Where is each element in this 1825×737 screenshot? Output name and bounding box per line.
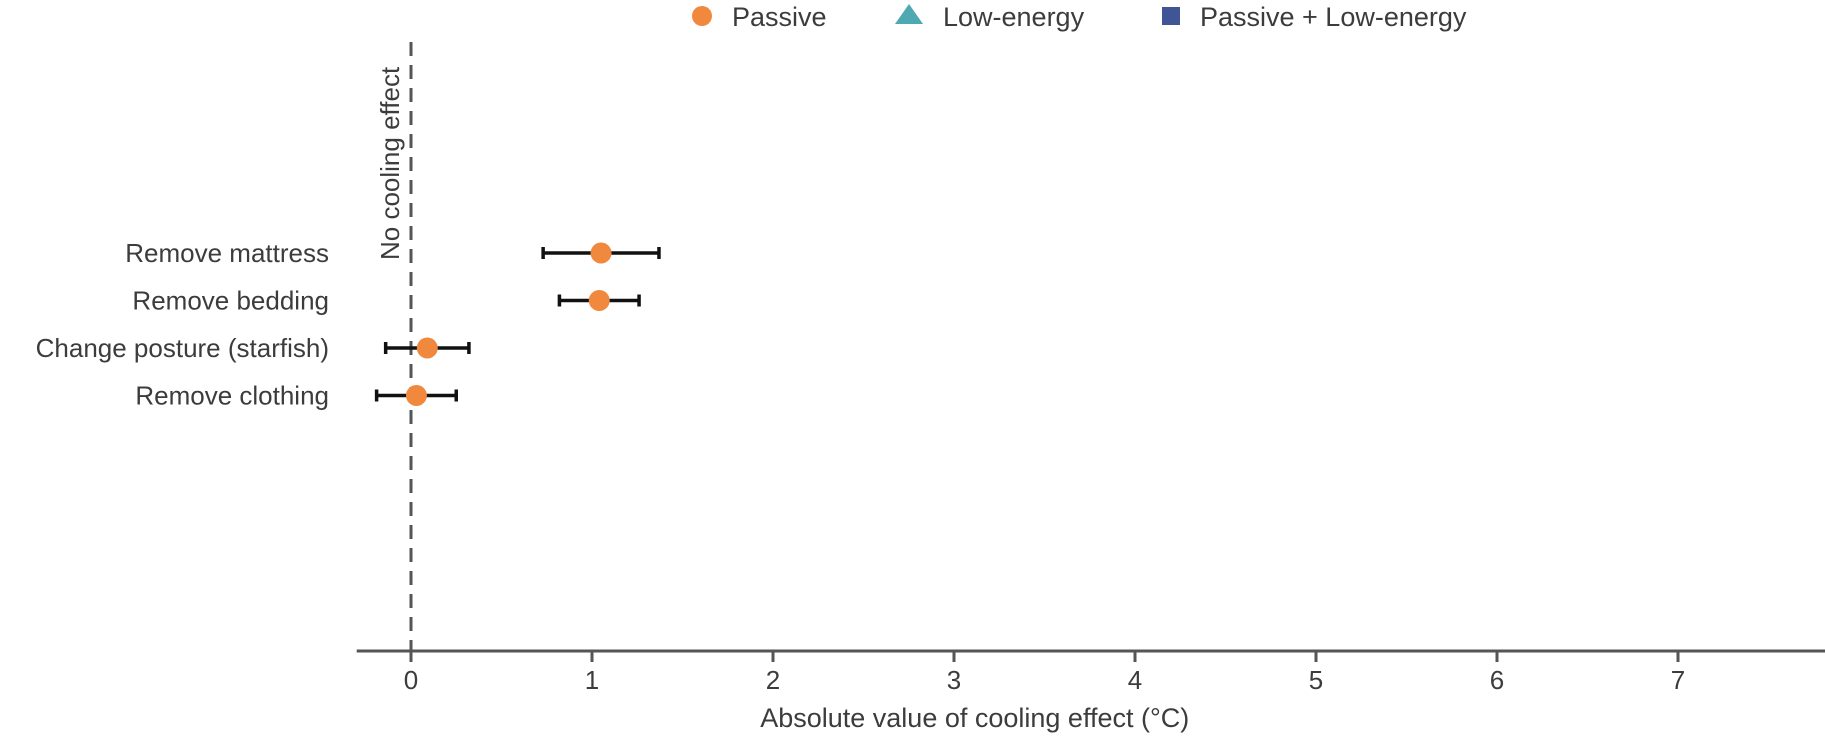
category-labels: Remove mattress Remove bedding Change post…: [36, 238, 329, 411]
legend-label-passive-low-energy: Passive + Low-energy: [1200, 2, 1467, 32]
x-tick-label: 0: [404, 665, 418, 695]
legend-marker-passive-low-energy: [1162, 7, 1180, 25]
legend-label-passive: Passive: [732, 2, 827, 32]
category-label: Remove bedding: [132, 286, 329, 316]
x-tick-label: 7: [1671, 665, 1685, 695]
x-tick-label: 3: [947, 665, 961, 695]
data-point-passive: [416, 337, 438, 359]
data-series: [374, 242, 661, 406]
legend: Passive Low-energy Passive + Low-energy: [692, 2, 1467, 32]
x-tick-label: 5: [1309, 665, 1323, 695]
x-tick-label: 2: [766, 665, 780, 695]
x-tick-label: 6: [1490, 665, 1504, 695]
x-tick-label: 4: [1128, 665, 1142, 695]
data-point-passive: [588, 290, 610, 311]
reference-line-label: No cooling effect: [375, 66, 405, 260]
legend-marker-low-energy: [895, 4, 923, 24]
data-point-passive: [590, 242, 612, 264]
legend-marker-passive: [692, 6, 712, 26]
category-label: Remove clothing: [135, 381, 329, 411]
x-axis-ticks: 0 1 2 3 4 5 6 7: [404, 651, 1685, 695]
x-axis-title: Absolute value of cooling effect (°C): [760, 703, 1189, 733]
category-label: Remove mattress: [125, 238, 329, 268]
category-label: Change posture (starfish): [36, 333, 329, 363]
legend-label-low-energy: Low-energy: [943, 2, 1085, 32]
x-tick-label: 1: [585, 665, 599, 695]
data-point-passive: [405, 385, 427, 406]
